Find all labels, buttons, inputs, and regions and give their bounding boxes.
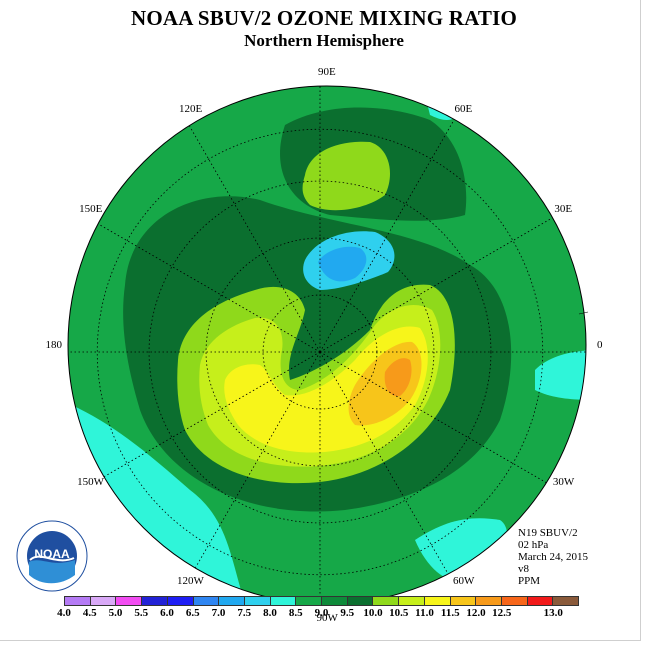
latitude-circle — [148, 180, 492, 524]
colorbar-cell — [322, 597, 348, 605]
colorbar-cell — [424, 597, 451, 605]
longitude-label: 120W — [177, 575, 204, 588]
colorbar-cell — [270, 597, 297, 605]
colorbar-label: 8.0 — [263, 607, 277, 619]
colorbar-label: 11.0 — [415, 607, 434, 619]
graticule — [68, 86, 586, 604]
colorbar — [64, 596, 579, 606]
colorbar-cell — [142, 597, 168, 605]
longitude-label: 150E — [79, 202, 103, 215]
longitude-label: 90W — [316, 612, 338, 624]
info-version: v8 — [518, 563, 529, 575]
colorbar-cell — [476, 597, 502, 605]
colorbar-label: 6.0 — [160, 607, 174, 619]
colorbar-label: 11.5 — [440, 607, 460, 619]
colorbar-label: 8.5 — [288, 607, 303, 619]
noaa-logo: NOAA — [16, 520, 88, 592]
longitude-label: 30E — [554, 202, 573, 215]
longitude-label: 60E — [454, 102, 473, 115]
colorbar-cell — [244, 597, 271, 605]
colorbar-cell — [116, 597, 143, 605]
map-title: NOAA SBUV/2 OZONE MIXING RATIO — [131, 6, 517, 30]
map-subtitle: Northern Hemisphere — [244, 31, 404, 50]
colorbar-cell — [501, 597, 528, 605]
colorbar-cell — [65, 597, 91, 605]
info-date: March 24, 2015 — [518, 551, 588, 563]
longitude-label: 90E — [318, 66, 336, 78]
colorbar-label: 4.5 — [82, 607, 97, 619]
colorbar-label: 7.5 — [237, 607, 252, 619]
colorbar-label: 10.5 — [389, 607, 409, 619]
colorbar-cell — [347, 597, 374, 605]
colorbar-cell — [527, 597, 554, 605]
colorbar-label: 9.5 — [340, 607, 355, 619]
colorbar-label: 12.5 — [492, 607, 512, 619]
coastline-stub — [578, 311, 589, 315]
field-11.5 — [384, 358, 412, 397]
map-frame — [0, 0, 641, 641]
colorbar-cell — [450, 597, 477, 605]
field-9.5-north — [302, 141, 390, 211]
info-level: 02 hPa — [518, 539, 549, 551]
colorbar-label: 10.0 — [363, 607, 383, 619]
longitude-label: 30W — [552, 475, 575, 488]
longitude-label: 180 — [45, 339, 63, 351]
colorbar-cell — [373, 597, 400, 605]
colorbar-cell — [167, 597, 194, 605]
longitude-label: 0 — [597, 339, 603, 351]
product-info: N19 SBUV/2 02 hPa March 24, 2015 v8 PPM — [518, 527, 588, 587]
info-satellite: N19 SBUV/2 — [518, 527, 578, 539]
colorbar-label: 7.0 — [211, 607, 226, 619]
field-7.5-polar — [318, 246, 367, 282]
colorbar-label: 4.0 — [57, 607, 71, 619]
info-units: PPM — [518, 575, 541, 587]
colorbar-label: 13.0 — [543, 607, 563, 619]
logo-text: NOAA — [34, 547, 70, 561]
longitude-label: 120E — [179, 102, 203, 115]
colorbar-cell — [553, 597, 579, 605]
longitude-label: 60W — [453, 575, 475, 588]
colorbar-label: 5.5 — [134, 607, 149, 619]
colorbar-cell — [193, 597, 220, 605]
colorbar-cell — [296, 597, 323, 605]
colorbar-label: 6.5 — [185, 607, 200, 619]
latitude-circle — [96, 128, 544, 576]
colorbar-cell — [399, 597, 425, 605]
colorbar-labels: 4.0 4.5 5.0 5.5 6.0 6.5 7.0 7.5 8.0 8.5 9.0 9.5 10.0… — [0, 607, 648, 621]
colorbar-cell — [219, 597, 245, 605]
colorbar-cell — [90, 597, 117, 605]
colorbar-label: 12.0 — [466, 607, 486, 619]
colorbar-label: 5.0 — [108, 607, 123, 619]
colorbar-label: 9.0 — [314, 607, 329, 619]
latitude-circle — [205, 237, 435, 467]
longitude-label: 150W — [77, 475, 104, 488]
